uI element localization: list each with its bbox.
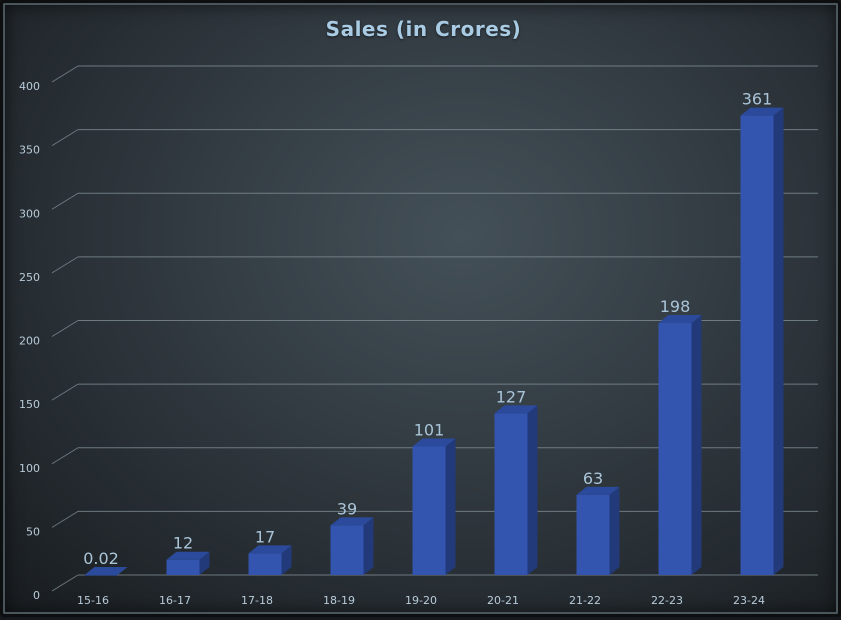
bar-top bbox=[412, 438, 456, 447]
bar bbox=[740, 107, 784, 575]
gridline-depth bbox=[51, 65, 79, 83]
y-tick-label: 100 bbox=[19, 462, 40, 475]
bars bbox=[84, 107, 784, 576]
bar bbox=[330, 517, 374, 575]
data-label: 63 bbox=[583, 469, 603, 488]
bar-side bbox=[281, 545, 292, 575]
bar-side bbox=[117, 566, 128, 575]
gridline-depth bbox=[51, 383, 79, 401]
bar bbox=[84, 566, 128, 576]
x-tick-label: 23-24 bbox=[733, 594, 765, 607]
bar bbox=[658, 315, 702, 575]
x-axis-ticks: 15-16 16-17 17-18 18-19 19-20 20-21 21-22 22-23… bbox=[77, 594, 765, 607]
y-axis-ticks: 0 50 100 150 200 250 300 350 400 bbox=[19, 80, 40, 602]
bar-front bbox=[658, 323, 692, 575]
bar-top bbox=[330, 517, 374, 526]
gridline-depth bbox=[51, 256, 79, 274]
bar-front bbox=[166, 559, 200, 575]
x-tick-label: 15-16 bbox=[77, 594, 109, 607]
bar bbox=[576, 486, 620, 575]
y-tick-label: 400 bbox=[19, 80, 40, 93]
bar-front bbox=[576, 494, 610, 575]
bar-top bbox=[740, 107, 784, 116]
bar-front bbox=[740, 115, 774, 575]
bar-front bbox=[412, 446, 446, 575]
x-tick-label: 19-20 bbox=[405, 594, 437, 607]
bar bbox=[412, 438, 456, 575]
x-tick-label: 17-18 bbox=[241, 594, 273, 607]
gridline-depth bbox=[51, 320, 79, 337]
x-tick-label: 20-21 bbox=[487, 594, 519, 607]
x-tick-label: 21-22 bbox=[569, 594, 601, 607]
y-tick-label: 150 bbox=[19, 398, 40, 411]
gridline-depth bbox=[51, 574, 79, 592]
data-label: 0.02 bbox=[83, 549, 119, 568]
x-tick-label: 16-17 bbox=[159, 594, 191, 607]
bar-top bbox=[84, 566, 128, 575]
data-label: 17 bbox=[255, 527, 275, 546]
bar-side bbox=[691, 315, 702, 575]
bar bbox=[166, 551, 210, 575]
bar-side bbox=[199, 551, 210, 575]
chart-title: Sales (in Crores) bbox=[325, 17, 522, 41]
data-label: 101 bbox=[414, 420, 445, 439]
data-labels: 0.02 12 17 39 101 127 63 198 361 bbox=[83, 90, 772, 568]
bar-side bbox=[609, 486, 620, 575]
bar-side bbox=[773, 107, 784, 575]
y-tick-label: 0 bbox=[33, 589, 40, 602]
y-tick-label: 50 bbox=[26, 525, 40, 538]
gridline-depth bbox=[51, 129, 79, 147]
bar-top bbox=[248, 545, 292, 554]
x-tick-label: 18-19 bbox=[323, 594, 355, 607]
bar-front bbox=[330, 525, 364, 575]
y-tick-label: 250 bbox=[19, 271, 40, 284]
y-tick-label: 350 bbox=[19, 144, 40, 157]
bar-front bbox=[84, 574, 118, 576]
bar-front bbox=[248, 553, 282, 575]
data-label: 12 bbox=[173, 534, 193, 553]
gridline-depth bbox=[51, 192, 79, 210]
y-tick-label: 200 bbox=[19, 335, 40, 348]
bar-top bbox=[658, 315, 702, 324]
gridline-depth bbox=[51, 510, 79, 528]
data-label: 39 bbox=[337, 499, 357, 518]
bar-front bbox=[494, 413, 528, 575]
data-label: 127 bbox=[496, 387, 527, 406]
data-label: 361 bbox=[742, 90, 773, 109]
data-label: 198 bbox=[660, 297, 691, 316]
bar-top bbox=[166, 551, 210, 560]
bar bbox=[494, 405, 538, 575]
bar-side bbox=[527, 405, 538, 575]
bar-top bbox=[494, 405, 538, 414]
bar bbox=[248, 545, 292, 575]
bar-chart: 0 50 100 150 200 250 300 350 400 15-16 16-17 17-18… bbox=[19, 65, 818, 607]
bar-top bbox=[576, 486, 620, 495]
x-tick-label: 22-23 bbox=[651, 594, 683, 607]
y-tick-label: 300 bbox=[19, 207, 40, 220]
gridline-depth bbox=[51, 447, 79, 465]
bar-side bbox=[363, 517, 374, 575]
bar-side bbox=[445, 438, 456, 575]
